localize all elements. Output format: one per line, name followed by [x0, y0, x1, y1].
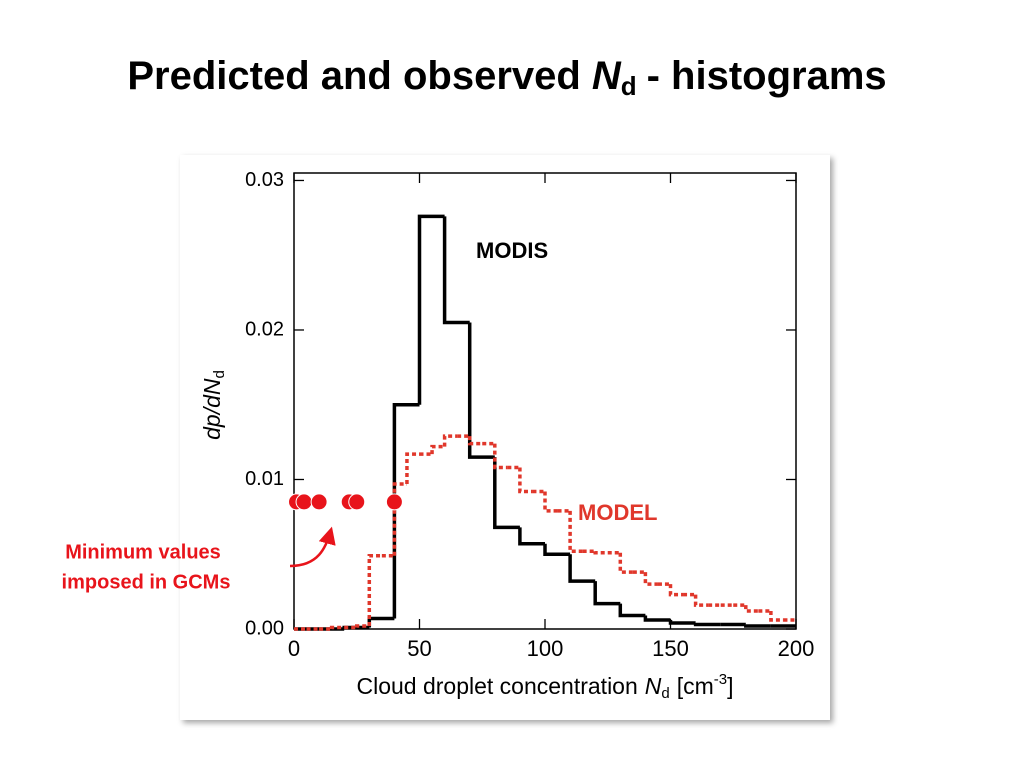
y-axis-label: dp/dNd: [199, 370, 228, 440]
histogram-step: [643, 572, 658, 586]
series-label: MODEL: [578, 500, 657, 525]
histogram-step: [355, 624, 370, 628]
histogram-step: [367, 553, 382, 627]
histogram-step: [518, 467, 533, 494]
title-subscript: d: [621, 71, 637, 101]
histogram-step: [493, 443, 508, 470]
title-text: - histograms: [647, 54, 887, 98]
histogram-step: [568, 554, 596, 583]
annotation-arrow: [289, 526, 336, 568]
x-tick-label: 0: [288, 636, 300, 661]
x-tick-label: 200: [778, 636, 815, 661]
histogram-step: [693, 594, 709, 607]
y-tick-label: 0.01: [245, 468, 284, 490]
y-label-text: dp/dN: [199, 378, 225, 440]
slide-title: Predicted and observed Nd - histograms: [127, 54, 886, 101]
x-label-text: ]: [727, 673, 733, 699]
histogram-step: [593, 581, 621, 606]
histogram-step: [518, 527, 545, 546]
annotation: Minimum values: [65, 541, 221, 563]
histogram-step: [467, 436, 483, 446]
histogram-step: [643, 615, 671, 622]
x-label-text: Cloud droplet concentration: [356, 673, 637, 699]
histogram-step: [442, 434, 458, 447]
series-label: MODIS: [476, 238, 548, 263]
minimum-point: [348, 493, 366, 511]
x-tick-label: 150: [652, 636, 689, 661]
histogram-step: [744, 605, 759, 613]
histogram-step: [392, 482, 407, 556]
x-label-symbol: N: [645, 673, 662, 699]
x-tick-label: 50: [407, 636, 431, 661]
y-tick-label: 0.02: [245, 318, 284, 340]
minimum-point: [385, 493, 403, 511]
histogram-step: [543, 543, 571, 556]
histogram-step: [618, 603, 646, 618]
histogram-step: [405, 452, 420, 484]
y-tick-label: 0.00: [245, 617, 284, 639]
histogram-step: [668, 620, 696, 625]
x-axis-label: Cloud droplet concentration Nd [cm-3]: [356, 671, 733, 702]
x-tick-label: 100: [527, 636, 564, 661]
y-label-subscript: d: [211, 370, 228, 378]
histogram-step: [493, 457, 520, 530]
title-text: Predicted and observed: [127, 54, 580, 98]
plot: 0 50 100 150 200 0.00 0.01 0.02 0.03 Cloud drople…: [199, 169, 814, 702]
histogram-step: [329, 625, 345, 630]
histogram-step: [744, 624, 771, 628]
x-label-superscript: -3: [714, 671, 727, 688]
x-label-text: [cm: [677, 673, 714, 699]
histogram-step: [430, 444, 445, 455]
histogram-step: [593, 551, 608, 555]
histogram-step: [467, 322, 495, 459]
minimum-point: [310, 493, 328, 511]
histogram-step: [417, 214, 445, 405]
histogram-step: [693, 622, 721, 627]
title-symbol: N: [592, 54, 622, 98]
annotation: imposed in GCMs: [62, 571, 231, 593]
histogram-step: [769, 611, 784, 622]
histogram-step: [442, 216, 470, 325]
minimum-point: [295, 493, 313, 511]
y-tick-label: 0.03: [245, 169, 284, 191]
x-label-subscript: d: [661, 685, 669, 702]
histogram-step: [668, 584, 684, 597]
